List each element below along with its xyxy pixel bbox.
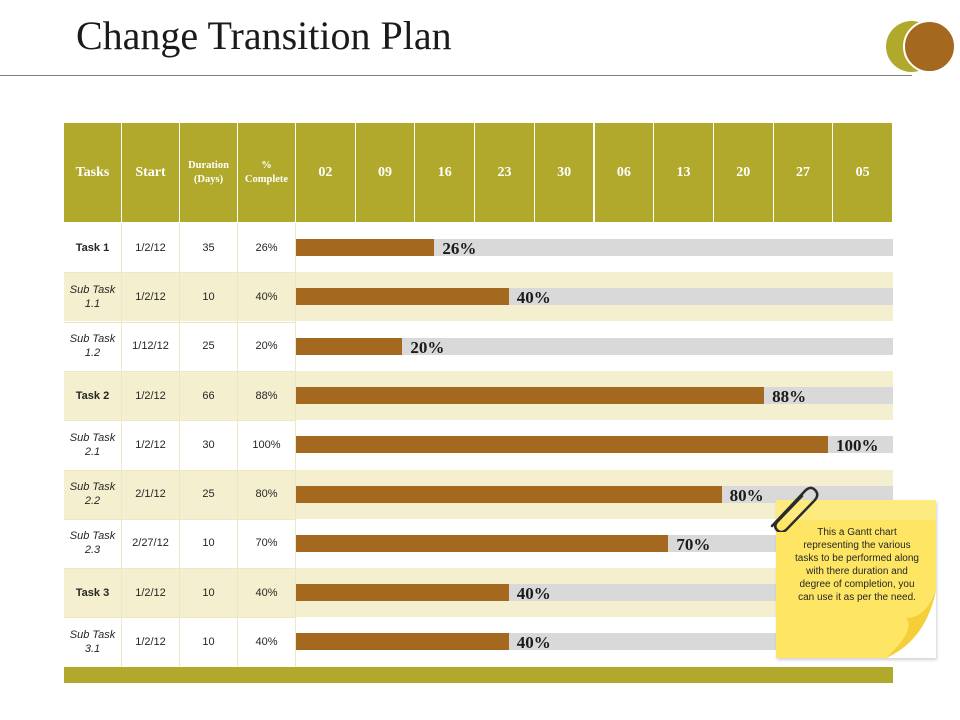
cell-task: Sub Task 1.2 bbox=[69, 333, 116, 360]
cell-complete: 88% bbox=[255, 389, 278, 402]
timeline-header-2: 16 bbox=[415, 123, 475, 222]
cell-start: 1/2/12 bbox=[135, 438, 166, 451]
cell-task: Sub Task 2.3 bbox=[69, 530, 116, 557]
bar-value-label: 26% bbox=[442, 239, 477, 258]
cell-duration: 10 bbox=[202, 537, 215, 550]
timeline-header-6: 13 bbox=[654, 123, 713, 222]
cell-task: Task 1 bbox=[75, 241, 110, 254]
bar-value-label: 70% bbox=[676, 534, 711, 554]
cell-task: Sub Task 1.1 bbox=[69, 283, 116, 310]
sticky-note-tape bbox=[776, 500, 936, 520]
logo-circle-brown bbox=[903, 20, 956, 73]
cell-task: Task 3 bbox=[75, 586, 110, 599]
cell-start: 1/2/12 bbox=[135, 389, 166, 402]
progress-bar bbox=[296, 584, 509, 602]
gantt-header-row: Tasks Start Duration (Days) % Complete 0… bbox=[64, 123, 893, 222]
cell-start: 1/12/12 bbox=[132, 340, 169, 353]
cell-start: 1/2/12 bbox=[135, 636, 166, 649]
progress-bar bbox=[296, 436, 828, 454]
column-divider bbox=[295, 223, 296, 667]
bar-track bbox=[296, 337, 893, 355]
progress-bar bbox=[296, 239, 435, 256]
cell-task: Task 2 bbox=[75, 389, 110, 402]
timeline-header-8: 27 bbox=[773, 123, 833, 222]
bar-value-label: 40% bbox=[516, 288, 551, 308]
cell-complete: 70% bbox=[255, 537, 278, 550]
bar-value-label: 88% bbox=[772, 386, 807, 406]
cell-task: Sub Task 2.1 bbox=[69, 431, 116, 458]
cell-duration: 10 bbox=[202, 290, 215, 303]
progress-bar bbox=[296, 534, 669, 552]
header-tasks: Tasks bbox=[64, 123, 121, 222]
header-complete: % Complete bbox=[238, 123, 295, 222]
cell-duration: 10 bbox=[202, 636, 215, 649]
row-divider bbox=[64, 518, 295, 520]
progress-bar bbox=[296, 288, 509, 306]
row-divider bbox=[64, 272, 295, 274]
cell-complete: 80% bbox=[255, 488, 278, 501]
header-start: Start bbox=[122, 123, 179, 222]
cell-start: 2/27/12 bbox=[132, 537, 169, 550]
bar-value-label: 20% bbox=[410, 337, 445, 357]
timeline-header-0: 02 bbox=[296, 123, 355, 222]
paperclip-icon bbox=[770, 486, 819, 532]
row-divider bbox=[64, 469, 295, 471]
row-divider bbox=[64, 568, 295, 570]
bar-value-label: 40% bbox=[516, 584, 551, 604]
bar-track bbox=[296, 239, 893, 256]
row-divider bbox=[64, 321, 295, 323]
row-divider bbox=[64, 617, 295, 619]
timeline-header-4: 30 bbox=[534, 123, 594, 222]
cell-duration: 30 bbox=[202, 438, 215, 451]
cell-start: 1/2/12 bbox=[135, 290, 166, 303]
timeline-header-1: 09 bbox=[355, 123, 415, 222]
cell-duration: 35 bbox=[202, 241, 215, 254]
cell-task: Sub Task 2.2 bbox=[69, 481, 116, 508]
cell-start: 1/2/12 bbox=[135, 586, 166, 599]
cell-complete: 40% bbox=[255, 586, 278, 599]
timeline-header-9: 05 bbox=[833, 123, 892, 222]
column-divider bbox=[237, 223, 238, 667]
timeline-header-7: 20 bbox=[713, 123, 773, 222]
cell-complete: 100% bbox=[252, 438, 281, 451]
progress-bar bbox=[296, 386, 765, 404]
bar-value-label: 40% bbox=[516, 633, 551, 653]
cell-start: 2/1/12 bbox=[135, 488, 166, 501]
progress-bar bbox=[296, 485, 722, 503]
column-divider bbox=[179, 223, 180, 667]
cell-complete: 20% bbox=[255, 340, 278, 353]
row-divider bbox=[64, 370, 295, 372]
page-title: Change Transition Plan bbox=[76, 13, 452, 58]
sticky-note-curl bbox=[886, 590, 936, 658]
cell-duration: 66 bbox=[202, 389, 215, 402]
column-divider bbox=[121, 223, 122, 667]
timeline-header-3: 23 bbox=[475, 123, 534, 222]
cell-duration: 10 bbox=[202, 586, 215, 599]
timeline-header-5: 06 bbox=[594, 123, 654, 222]
footer-bar bbox=[64, 667, 893, 683]
progress-bar bbox=[296, 633, 509, 651]
sticky-note bbox=[776, 500, 936, 658]
row-divider bbox=[64, 420, 295, 422]
cell-complete: 26% bbox=[255, 241, 278, 254]
bar-value-label: 100% bbox=[836, 436, 879, 456]
cell-duration: 25 bbox=[202, 340, 215, 353]
progress-bar bbox=[296, 337, 403, 355]
cell-complete: 40% bbox=[255, 636, 278, 649]
title-divider bbox=[0, 75, 912, 76]
header-duration: Duration (Days) bbox=[180, 123, 237, 222]
cell-duration: 25 bbox=[202, 488, 215, 501]
cell-task: Sub Task 3.1 bbox=[69, 629, 116, 656]
sticky-note-text: This a Gantt chart representing the vari… bbox=[795, 527, 919, 603]
cell-complete: 40% bbox=[255, 290, 278, 303]
cell-start: 1/2/12 bbox=[135, 241, 166, 254]
bar-value-label: 80% bbox=[729, 485, 764, 505]
